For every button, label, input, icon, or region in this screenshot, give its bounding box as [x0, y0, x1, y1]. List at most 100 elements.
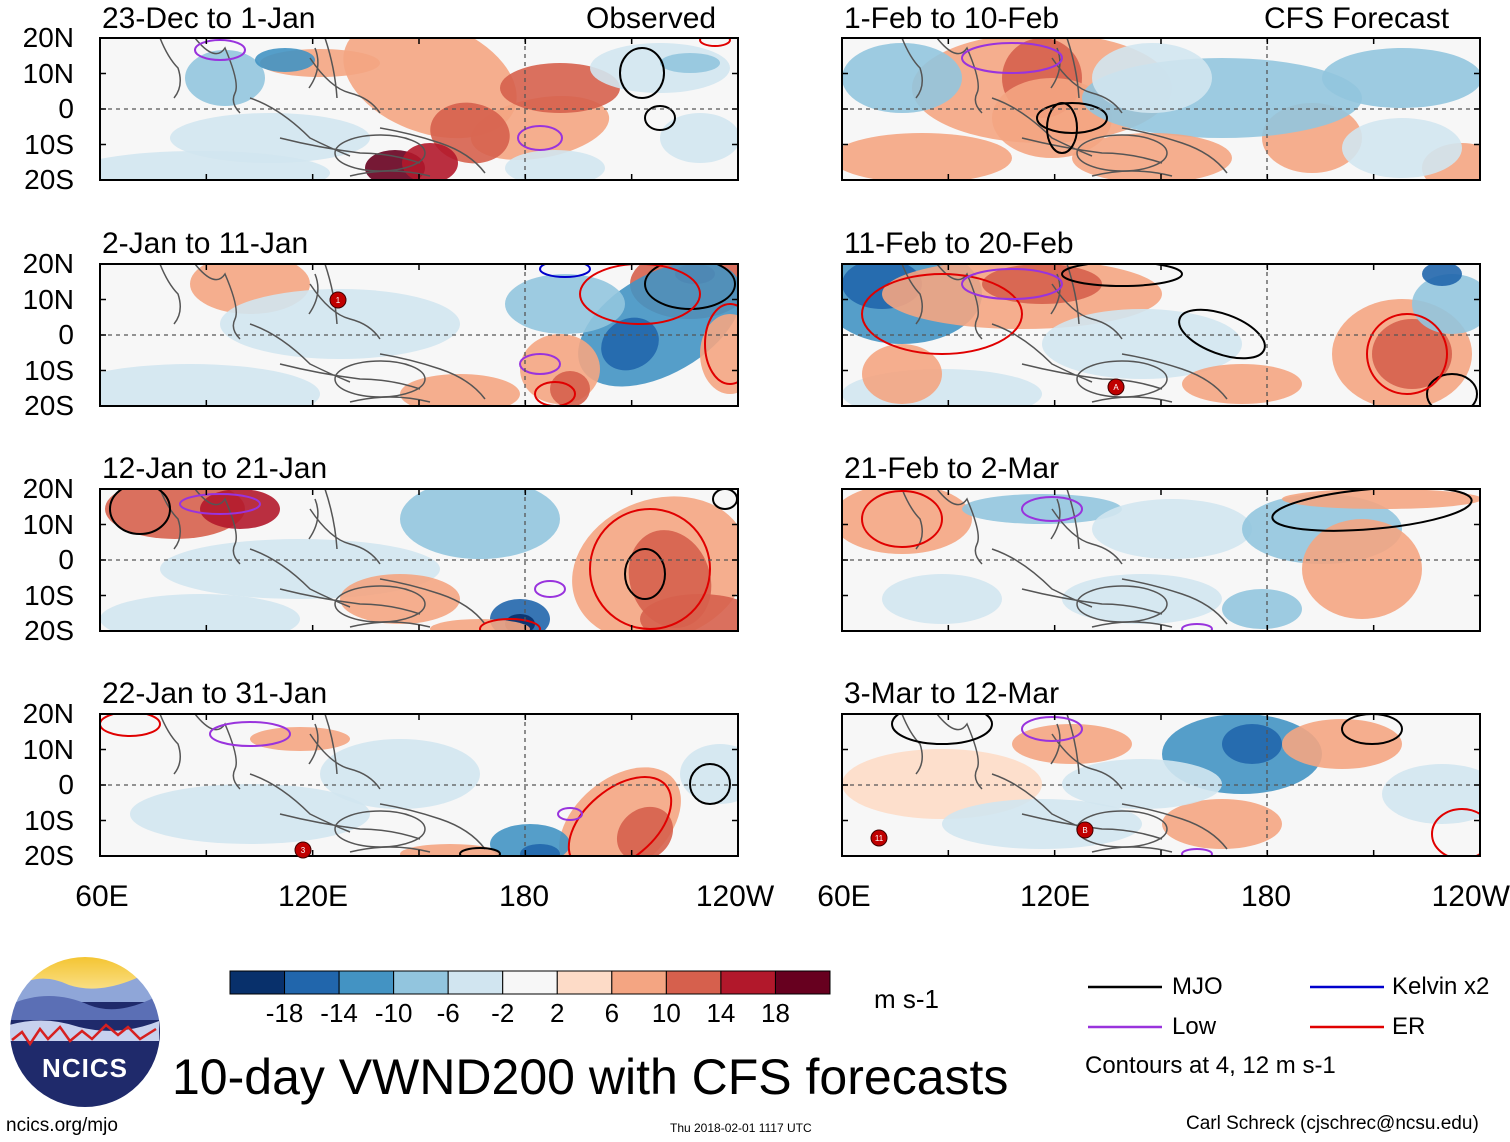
- colorbar-tick-label: -6: [436, 998, 460, 1028]
- storm-marker-icon: [1107, 378, 1125, 396]
- low-contour: [519, 353, 561, 375]
- lon-tick-180: 180: [498, 880, 550, 913]
- er-contour: [589, 508, 711, 630]
- colorbar-swatch: [284, 970, 340, 995]
- coastline-australia: [349, 170, 431, 177]
- wind-anomaly-area: [1222, 589, 1302, 629]
- panel-title-7: 21-Feb to 2-Mar: [844, 452, 1060, 485]
- low-contour: [1181, 623, 1213, 631]
- wind-anomaly-area: [100, 364, 320, 406]
- coastline: [901, 264, 1228, 400]
- er-contour: [100, 714, 161, 737]
- wind-anomaly-area: [660, 53, 720, 73]
- colorbar-swatch: [229, 970, 286, 995]
- wind-anomaly-area: [170, 113, 370, 163]
- colorbar-swatch: [393, 970, 449, 995]
- wind-anomaly-area: [255, 48, 315, 72]
- colorbar-swatch: [665, 970, 722, 995]
- kelvin-contour: [539, 264, 591, 278]
- panel-title-6: 11-Feb to 20-Feb: [844, 227, 1074, 260]
- mjo-contour: [689, 763, 731, 805]
- mjo-contour: [1426, 373, 1478, 406]
- storm-marker-icon: [870, 829, 888, 847]
- wind-anomaly-area: [601, 317, 659, 371]
- wind-anomaly-area: [400, 374, 520, 406]
- panel-title-3: 12-Jan to 21-Jan: [102, 452, 328, 485]
- wind-anomaly-area: [400, 844, 500, 856]
- low-contour: [194, 39, 246, 61]
- legend-kelvin-label: Kelvin x2: [1392, 973, 1490, 1000]
- coastline: [901, 489, 1228, 625]
- wind-anomaly-area: [1282, 719, 1402, 769]
- er-contour: [534, 381, 576, 406]
- er-contour: [861, 273, 1023, 355]
- wind-anomaly-area: [1042, 309, 1242, 379]
- coastline-australia: [1091, 846, 1173, 853]
- mjo-contour: [619, 47, 665, 99]
- website-link[interactable]: ncics.org/mjo: [6, 1115, 118, 1136]
- lat-tick-label: 20S: [24, 840, 74, 871]
- lat-tick-label: 10N: [22, 57, 74, 89]
- colorbar: [229, 970, 831, 995]
- wind-anomaly-area: [842, 489, 972, 554]
- lat-tick-label: 0: [58, 544, 74, 575]
- storm-marker: 11: [870, 829, 888, 847]
- wind-anomaly-area: [1222, 724, 1282, 764]
- storm-marker-icon: [1076, 821, 1094, 839]
- wind-anomaly-area: [320, 739, 480, 809]
- colorbar-tick-label: -10: [374, 998, 413, 1028]
- colorbar-tick-label: 2: [550, 998, 565, 1028]
- er-contour: [704, 303, 738, 385]
- wind-anomaly-area: [520, 844, 560, 856]
- lat-tick-label: 20N: [22, 698, 74, 729]
- wind-anomaly-area: [220, 289, 460, 359]
- mjo-contour: [1341, 714, 1403, 745]
- low-contour: [961, 42, 1063, 74]
- wind-anomaly-area: [430, 619, 530, 631]
- low-contour: [557, 807, 583, 821]
- wind-anomaly-area: [1092, 499, 1252, 559]
- wind-anomaly-area: [842, 749, 1042, 819]
- panel-title-4: 22-Jan to 31-Jan: [102, 677, 328, 710]
- coastline-australia: [349, 396, 431, 403]
- mjo-contour: [624, 548, 666, 600]
- low-contour: [179, 493, 261, 515]
- wind-anomaly-area: [550, 371, 590, 406]
- wind-anomaly-area: [862, 344, 942, 404]
- wind-anomaly-area: [1092, 43, 1212, 113]
- coastline: [159, 714, 486, 850]
- wind-anomaly-area: [200, 489, 280, 529]
- lat-tick-label: 20N: [22, 473, 74, 504]
- coastline: [901, 714, 1228, 850]
- wind-anomaly-area: [1072, 133, 1232, 180]
- logo-mountain: [9, 995, 159, 1020]
- colorbar-swatch: [720, 970, 776, 995]
- lat-tick-label: 10S: [24, 128, 74, 160]
- wind-anomaly-area: [680, 744, 738, 804]
- low-contour: [534, 580, 566, 598]
- wind-anomaly-area: [1302, 519, 1422, 619]
- low-contour: [1181, 848, 1213, 856]
- lat-tick-label: 10S: [24, 579, 74, 611]
- ncics-logo: NCICS: [8, 955, 162, 1109]
- wind-anomaly-area: [402, 143, 458, 180]
- coastline-australia: [1091, 621, 1173, 628]
- wind-anomaly-area: [505, 150, 605, 180]
- lat-tick-label: 10N: [22, 508, 74, 540]
- wind-anomaly-area: [700, 314, 738, 394]
- map-panel-1: [99, 37, 739, 181]
- wind-anomaly-area: [616, 806, 674, 856]
- coastline-australia: [1091, 170, 1173, 177]
- wind-anomaly-area: [100, 594, 300, 631]
- wind-anomaly-area: [1182, 364, 1302, 404]
- mjo-contour: [109, 489, 171, 535]
- storm-marker-label: B: [1082, 826, 1087, 835]
- colorbar-tick-label: -14: [320, 998, 358, 1028]
- colorbar-swatch: [556, 970, 613, 995]
- author-credit: Carl Schreck (cjschrec@ncsu.edu): [1186, 1113, 1479, 1134]
- wind-anomaly-area: [1322, 48, 1480, 108]
- wind-anomaly-area: [640, 594, 738, 631]
- wind-anomaly-area: [842, 133, 1012, 180]
